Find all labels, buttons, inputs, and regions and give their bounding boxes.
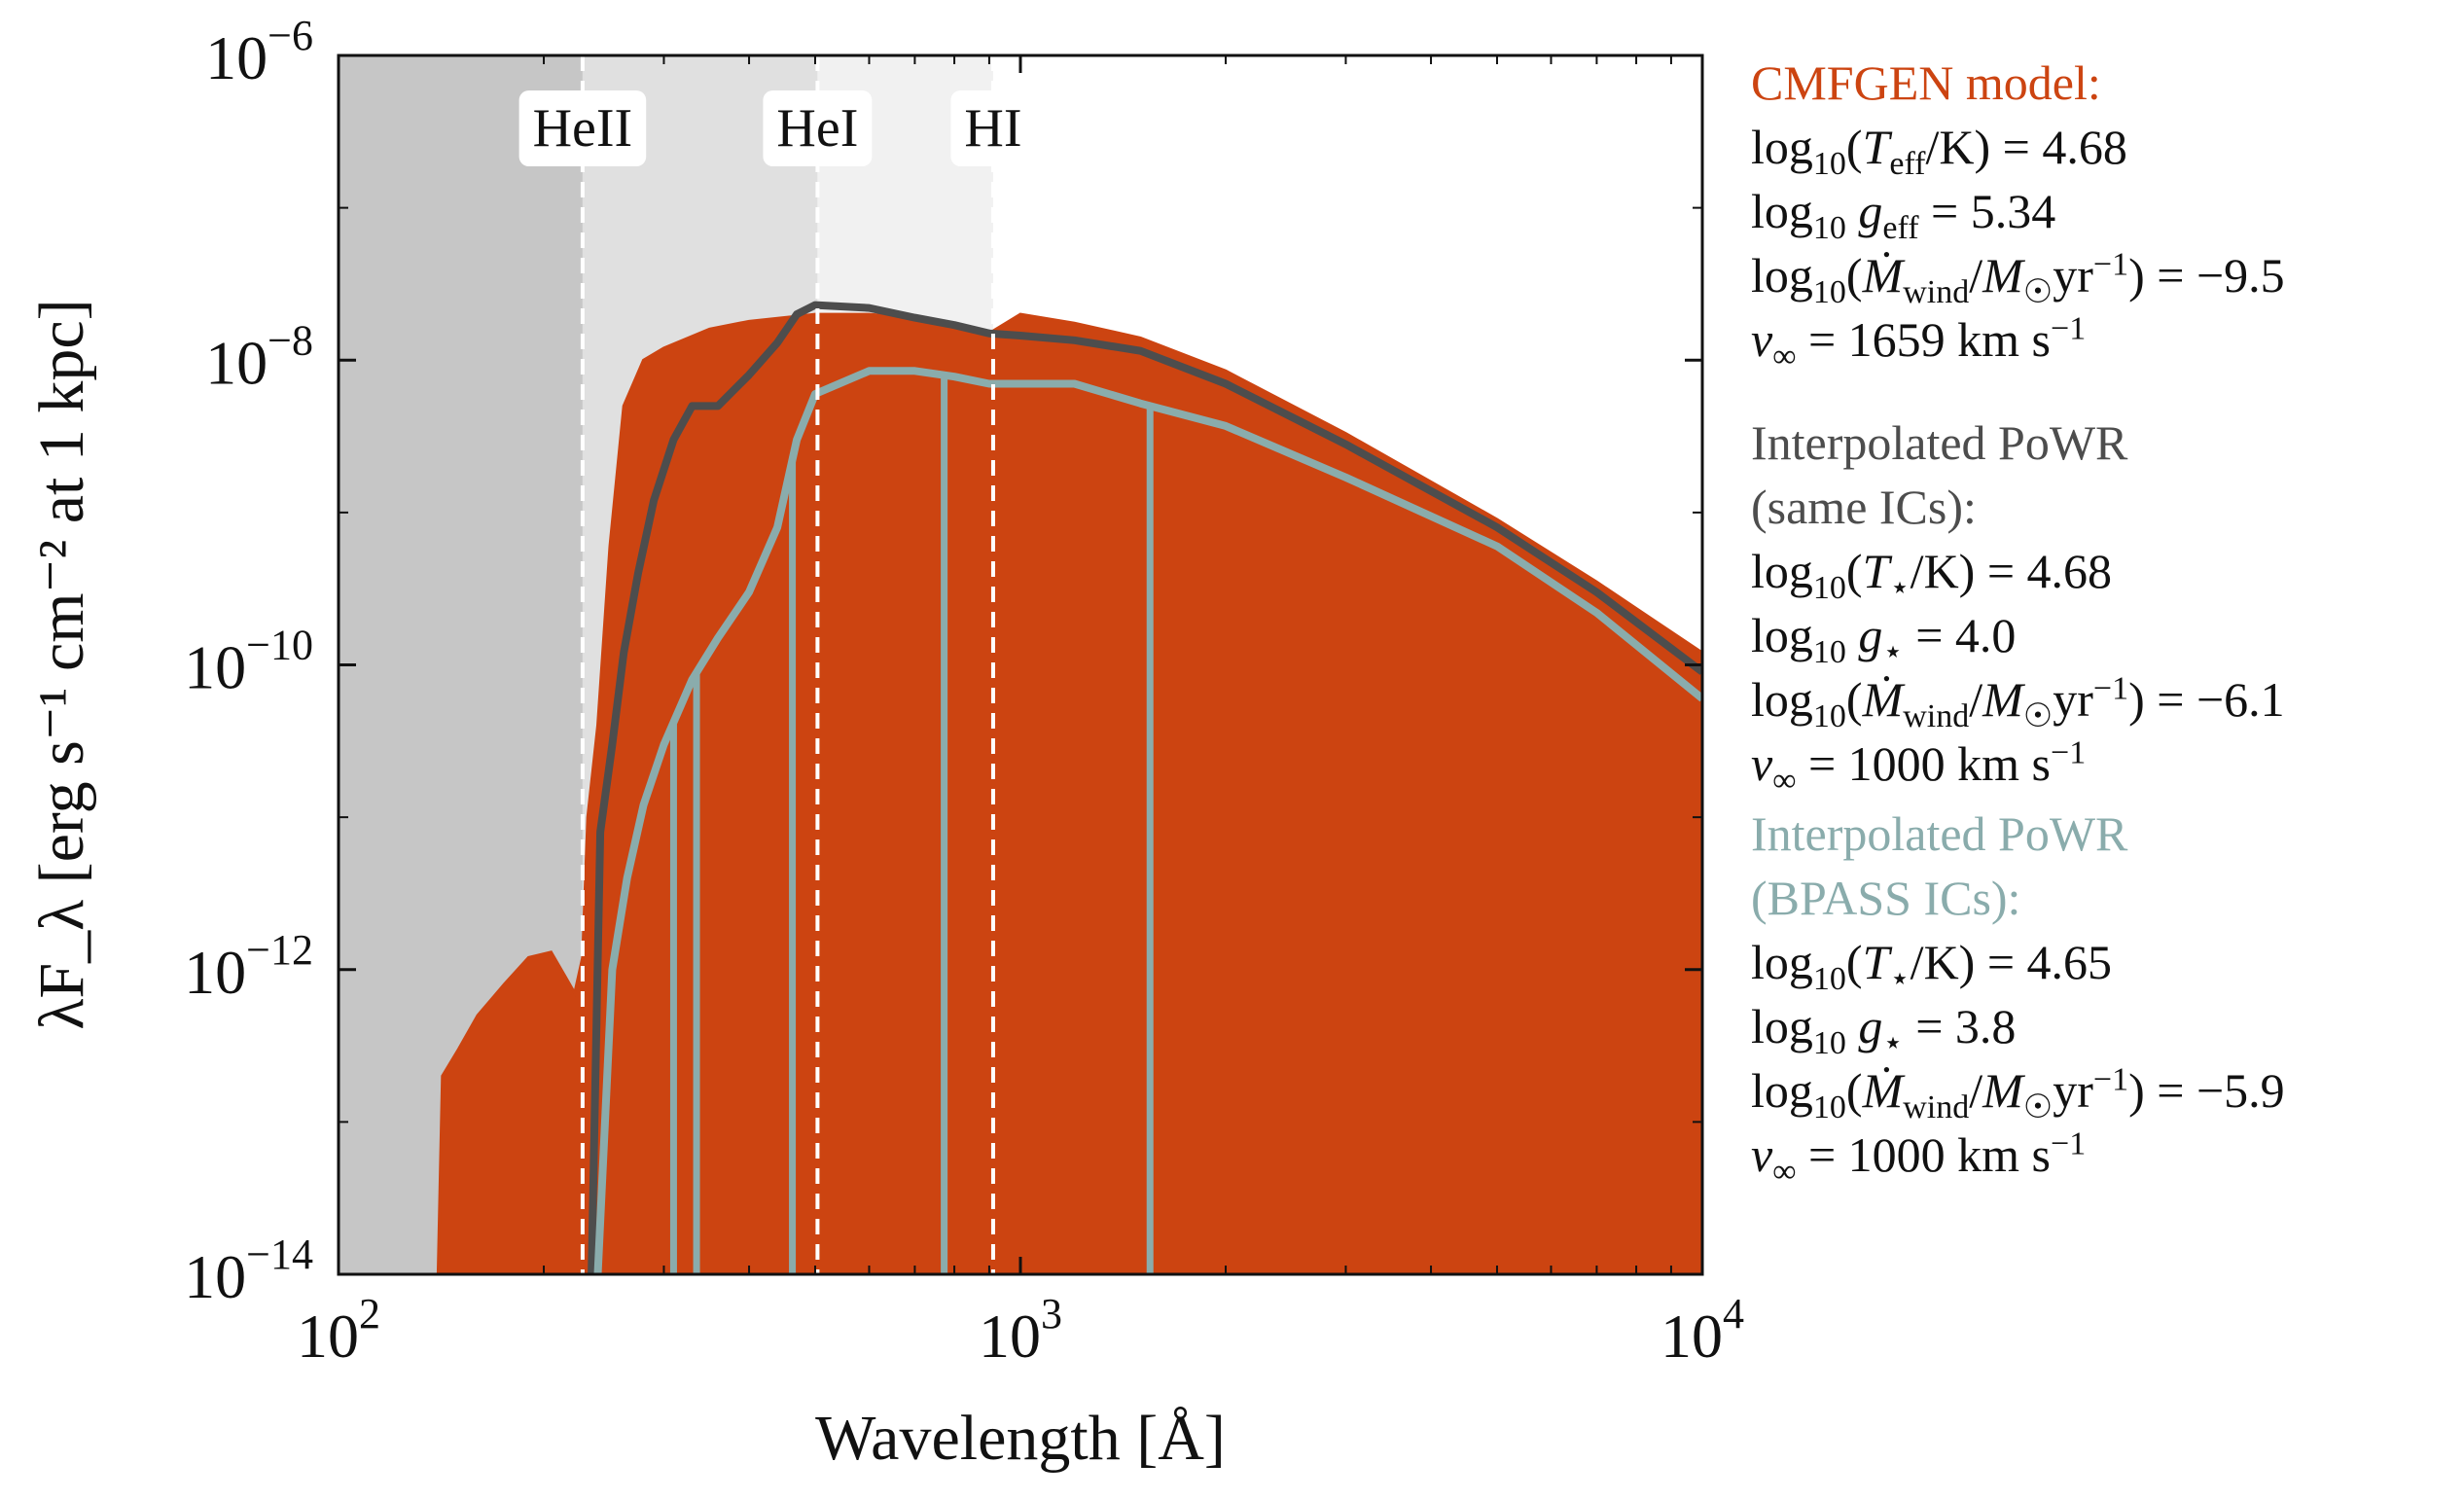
legend-cmfgen-geff: log10 geff = 5.34 [1751,184,2056,246]
y-tick-label: 10−14 [184,1231,313,1311]
series-cmfgen-model [436,312,1702,1274]
legend-cmfgen-mdot-value: −9.5 [2196,248,2285,303]
y-tick-label: 10−12 [184,926,313,1007]
legend-powr-bpass-tstar: log10(T⋆/K) = 4.65 [1751,935,2113,997]
legend-powr-same-vinf: v∞ = 1000 km s−1 [1751,734,2087,799]
legend-powr-bpass-title: Interpolated PoWR [1751,806,2128,861]
legend-powr-same-mdot-value: −6.1 [2196,672,2285,727]
legend-cmfgen-teff-value: 4.68 [2042,120,2127,174]
legend-powr-bpass-subtitle: (BPASS ICs): [1751,871,2021,925]
legend-cmfgen-teff: log10(Teff/K) = 4.68 [1751,120,2127,182]
edge-label-hi: HI [964,98,1021,159]
legend-powr-same-gstar: log10 g⋆ = 4.0 [1751,608,2017,670]
y-tick-label: 10−10 [184,622,313,702]
ionization-edge-lines [580,55,995,1274]
legend-powr-same-tstar-value: 4.68 [2026,544,2113,598]
x-tick-label-10000: 104 [1661,1290,1744,1371]
legend-cmfgen-vinf-value: 1659 [1847,312,1946,367]
legend-powr-bpass-mdot: log10(Ṁwind/M☉yr−1) = −5.9 [1751,1061,2285,1125]
legend-powr-same-tstar: log10(T⋆/K) = 4.68 [1751,544,2113,606]
y-axis-label: λF_λ [erg s⁻¹ cm⁻² at 1 kpc] [26,299,97,1029]
axis-ticks [337,54,1704,1276]
edge-label-box-hi [950,90,1036,166]
edge-label-box-heii [518,90,647,166]
legend-powr-bpass: Interpolated PoWR (BPASS ICs): log10(T⋆/… [1751,802,2461,1190]
edge-label-heii: HeII [533,98,633,159]
edge-label-box-hei [763,90,873,166]
y-tick-label: 10−8 [205,316,313,397]
legend-cmfgen: CMFGEN model: log10(Teff/K) = 4.68 log10… [1751,51,2461,375]
series-interpolated-powr-same-ics [588,301,1702,1274]
legend-powr-bpass-gstar-value: 3.8 [1954,999,2017,1053]
legend-powr-same-gstar-value: 4.0 [1954,608,2017,662]
y-tick-label: 10−6 [205,12,313,92]
legend-cmfgen-title: CMFGEN model: [1751,55,2101,110]
legend-cmfgen-geff-value: 5.34 [1970,184,2056,238]
edge-label-group-hi: HI [950,90,1036,166]
legend-powr-bpass-vinf: v∞ = 1000 km s−1 [1751,1125,2087,1190]
edge-label-group-hei: HeI [763,90,873,166]
legend-powr-bpass-mdot-value: −5.9 [2196,1063,2285,1118]
legend-powr-same-vinf-value: 1000 [1847,736,1946,791]
legend-powr-same: Interpolated PoWR (same ICs): log10(T⋆/K… [1751,410,2461,799]
edge-label-group-heii: HeII [518,90,647,166]
legend: CMFGEN model: log10(Teff/K) = 4.68 log10… [1751,51,2461,1190]
legend-cmfgen-vinf: v∞ = 1659 km s−1 [1751,310,2087,375]
legend-powr-same-title: Interpolated PoWR [1751,415,2128,470]
x-tick-label-100: 102 [297,1290,380,1371]
legend-cmfgen-mdot: log10(Ṁwind/M☉yr−1) = −9.5 [1751,246,2285,310]
legend-powr-bpass-tstar-value: 4.65 [2026,935,2113,989]
x-tick-label-1000: 103 [979,1290,1062,1371]
x-axis-label: Wavelength [Å] [815,1403,1226,1474]
edge-label-hei: HeI [776,98,858,159]
series-layer [436,301,1702,1274]
legend-powr-same-mdot: log10(Ṁwind/M☉yr−1) = −6.1 [1751,670,2285,734]
legend-powr-bpass-gstar: log10 g⋆ = 3.8 [1751,999,2017,1061]
series-interpolated-powr-bpass-ics [593,367,1702,1274]
legend-powr-bpass-vinf-value: 1000 [1847,1127,1946,1182]
axis-tick-labels: 102 103 104 10−6 10−8 10−10 10−12 10−14 [184,12,1744,1371]
legend-powr-same-subtitle: (same ICs): [1751,480,1977,534]
